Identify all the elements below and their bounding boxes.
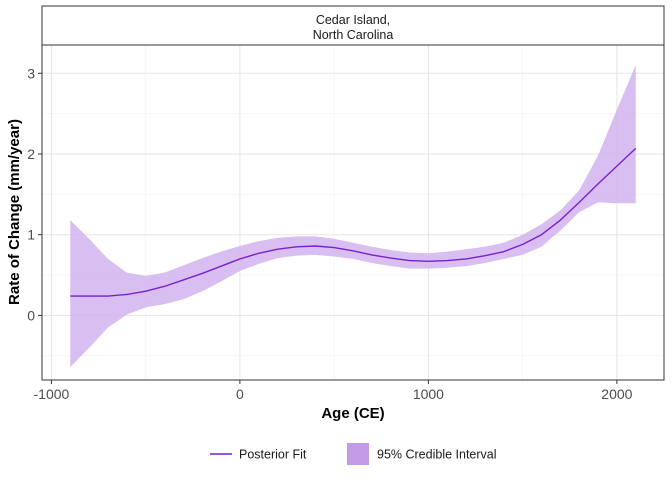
posterior-fit-line bbox=[70, 147, 637, 297]
x-tick-label: 1000 bbox=[413, 386, 444, 402]
x-tick-label: 0 bbox=[236, 386, 244, 402]
y-tick-label: 0 bbox=[27, 307, 35, 323]
facet-title-line-2: North Carolina bbox=[313, 28, 394, 42]
y-axis-title: Rate of Change (mm/year) bbox=[6, 119, 23, 305]
legend-band-key bbox=[347, 443, 369, 465]
facet-strip-background bbox=[41, 5, 665, 46]
legend-band-label: 95% Credible Interval bbox=[377, 448, 497, 462]
x-tick-label: -1000 bbox=[34, 386, 70, 402]
x-axis: -1000 0 1000 2000 bbox=[34, 380, 633, 402]
posterior-fit-layer bbox=[70, 147, 637, 297]
legend-line-label: Posterior Fit bbox=[239, 448, 307, 462]
facet-title-line-1: Cedar Island, bbox=[316, 13, 390, 27]
y-tick-label: 2 bbox=[27, 146, 35, 162]
x-axis-title: Age (CE) bbox=[321, 405, 384, 422]
legend: Posterior Fit 95% Credible Interval bbox=[210, 443, 497, 465]
y-tick-label: 3 bbox=[27, 65, 35, 81]
y-tick-label: 1 bbox=[27, 227, 35, 243]
major-gridlines bbox=[42, 45, 664, 380]
panel-border bbox=[41, 44, 665, 381]
y-axis: 0 1 2 3 bbox=[27, 65, 42, 323]
x-tick-label: 2000 bbox=[601, 386, 632, 402]
plot-panel bbox=[41, 44, 665, 381]
minor-gridlines bbox=[42, 45, 664, 380]
facet-strip: Cedar Island, North Carolina bbox=[41, 5, 665, 46]
